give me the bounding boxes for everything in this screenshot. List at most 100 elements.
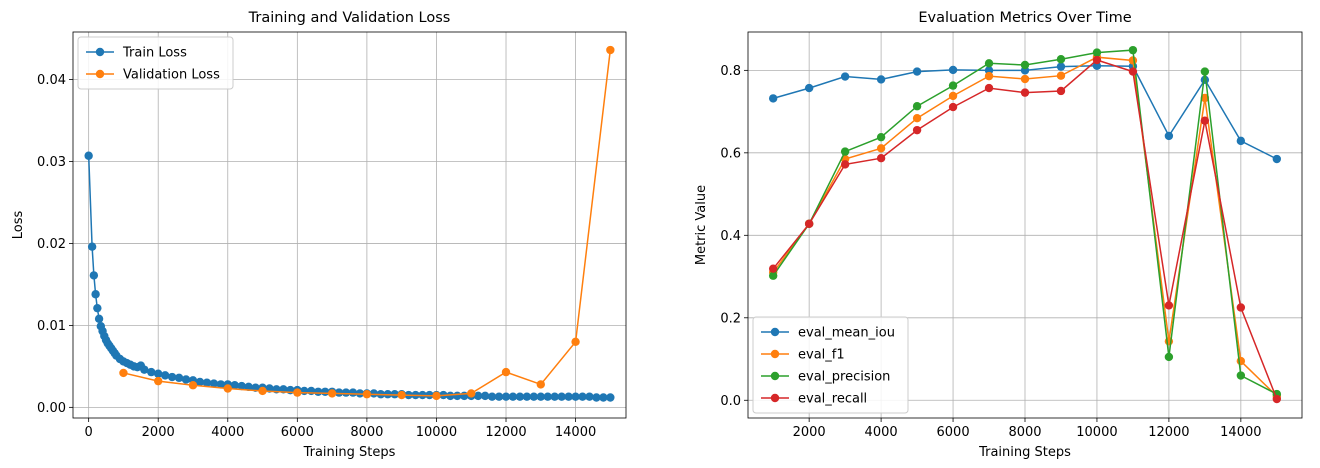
y-axis-label: Loss (11, 211, 26, 240)
data-point (948, 91, 958, 101)
data-point (1236, 136, 1246, 146)
data-point (804, 219, 814, 228)
data-point (91, 290, 100, 299)
data-point (876, 132, 886, 142)
data-point (223, 384, 232, 393)
data-point (948, 81, 958, 90)
data-point (188, 381, 198, 390)
data-point (948, 102, 958, 112)
y-axis-label: Metric Value (694, 185, 709, 265)
legend-item: eval_precision (761, 370, 890, 385)
data-point (578, 392, 587, 401)
x-tick-label: 14000 (555, 425, 596, 440)
legend: Train Loss Validation Loss (77, 36, 234, 90)
data-point (244, 382, 253, 392)
data-point (606, 45, 615, 55)
data-point (154, 376, 163, 386)
data-point (876, 144, 886, 153)
data-point (84, 151, 93, 160)
chart-panel-1: 0 2000 4000 6000 8000 10000 12000 14000 0.00 0.01… (11, 10, 627, 460)
data-point (94, 314, 104, 324)
data-point (181, 375, 191, 384)
data-point (557, 392, 566, 401)
legend-label: eval_recall (798, 392, 867, 407)
x-tick-label: 6000 (937, 425, 970, 440)
data-point (571, 337, 580, 346)
legend-marker (770, 349, 780, 359)
data-point (515, 392, 525, 401)
data-point (550, 392, 559, 401)
x-tick-label: 4000 (211, 425, 244, 440)
data-point (840, 147, 850, 156)
legend-marker (770, 327, 780, 337)
data-point (334, 388, 344, 397)
y-tick-label: 0.00 (37, 401, 66, 416)
legend-box (752, 316, 909, 414)
data-point (432, 391, 441, 401)
data-point (327, 389, 337, 398)
data-point (1164, 131, 1174, 141)
data-point (876, 153, 886, 163)
series-Validation Loss (119, 45, 615, 401)
data-point (154, 369, 163, 378)
chart-title: Evaluation Metrics Over Time (918, 10, 1131, 26)
data-point (1236, 356, 1246, 366)
data-point (984, 59, 994, 68)
data-point (487, 392, 497, 401)
series-eval_mean_iou (768, 61, 1282, 164)
legend-marker (770, 393, 780, 403)
data-point (1200, 67, 1210, 76)
legend-label: Validation Loss (123, 68, 220, 83)
x-tick-label: 2000 (793, 425, 826, 440)
data-point (948, 65, 958, 75)
legend-marker (95, 69, 105, 79)
data-point (348, 388, 358, 397)
data-point (522, 392, 532, 401)
legend-marker (95, 47, 105, 57)
data-point (174, 373, 184, 383)
data-point (89, 271, 99, 280)
data-point (804, 83, 814, 93)
data-point (1200, 93, 1210, 103)
data-point (93, 303, 102, 313)
chart-panel-2: 2000 4000 6000 8000 10000 12000 14000 0.0 0.2 0.4… (694, 10, 1303, 460)
data-point (912, 102, 922, 111)
data-point (362, 390, 372, 399)
data-point (606, 393, 615, 402)
series-Train Loss (84, 151, 615, 402)
data-point (160, 371, 170, 380)
data-point (258, 386, 267, 396)
data-point (446, 391, 455, 401)
data-point (119, 368, 128, 378)
data-point (768, 94, 778, 103)
legend-item: eval_f1 (761, 348, 845, 363)
y-tick-label: 0.6 (720, 146, 741, 161)
legend-item: eval_recall (761, 392, 867, 407)
legend-label: eval_precision (798, 370, 890, 385)
x-tick-label: 10000 (416, 425, 457, 440)
data-point (1020, 88, 1030, 97)
legend-item: eval_mean_iou (761, 326, 895, 341)
y-tick-label: 0.4 (720, 229, 741, 244)
data-point (140, 365, 149, 374)
data-point (1200, 116, 1210, 125)
data-point (467, 389, 476, 398)
legend-item: Train Loss (86, 46, 187, 61)
data-point (1092, 61, 1102, 71)
data-point (912, 67, 922, 76)
y-tick-label: 0.02 (37, 237, 66, 252)
data-point (1020, 60, 1030, 70)
data-point (87, 242, 97, 251)
x-tick-label: 10000 (1076, 425, 1117, 440)
legend-box (77, 36, 234, 90)
data-point (543, 392, 552, 401)
legend-marker (770, 371, 780, 381)
x-tick-label: 12000 (1148, 425, 1189, 440)
y-tick-label: 0.2 (720, 311, 741, 326)
data-point (984, 83, 994, 93)
data-point (501, 367, 511, 377)
data-point (209, 379, 219, 388)
data-point (1164, 352, 1174, 362)
y-tick-label: 0.03 (37, 155, 66, 170)
